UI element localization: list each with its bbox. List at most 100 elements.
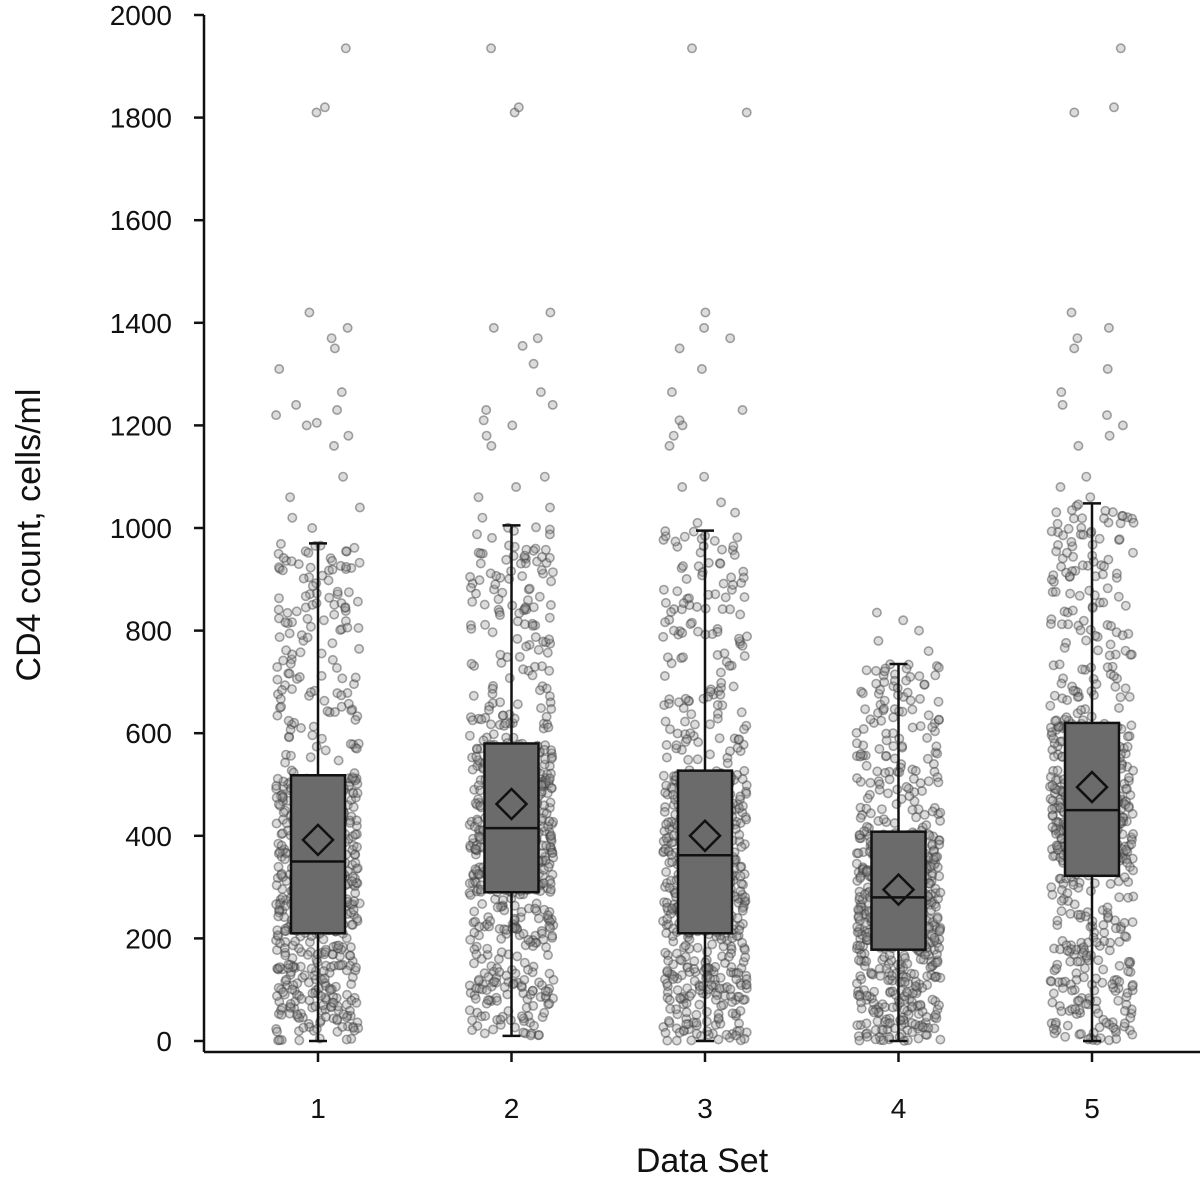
data-point xyxy=(347,772,358,783)
data-point xyxy=(1110,681,1121,692)
data-point xyxy=(544,773,555,784)
data-point xyxy=(345,942,356,953)
data-point xyxy=(1117,420,1128,431)
data-point xyxy=(483,912,494,923)
data-point xyxy=(865,777,876,788)
data-point xyxy=(333,940,344,951)
data-point xyxy=(540,992,551,1003)
data-point xyxy=(271,990,282,1001)
data-point xyxy=(467,764,478,775)
data-point xyxy=(699,322,710,333)
data-point xyxy=(332,1026,343,1037)
data-point xyxy=(681,1019,692,1030)
data-point xyxy=(465,582,476,593)
data-point xyxy=(715,558,726,569)
data-point xyxy=(273,861,284,872)
data-point xyxy=(1078,947,1089,958)
data-point xyxy=(672,985,683,996)
data-point xyxy=(286,684,297,695)
data-point xyxy=(464,980,475,991)
data-point xyxy=(294,990,305,1001)
data-point xyxy=(722,758,733,769)
data-point xyxy=(934,871,945,882)
data-point xyxy=(352,778,363,789)
data-point xyxy=(525,1030,536,1041)
data-point xyxy=(305,752,316,763)
data-point xyxy=(539,1007,550,1018)
data-point xyxy=(470,916,481,927)
data-point xyxy=(892,784,903,795)
data-point xyxy=(337,1021,348,1032)
data-point xyxy=(276,684,287,695)
data-point xyxy=(341,1034,352,1045)
data-point xyxy=(465,571,476,582)
data-point xyxy=(721,1029,732,1040)
data-point xyxy=(520,1028,531,1039)
data-point xyxy=(288,961,299,972)
data-point xyxy=(1070,1004,1081,1015)
data-point xyxy=(471,949,482,960)
data-point xyxy=(481,404,492,415)
data-point xyxy=(291,989,302,1000)
data-point xyxy=(351,997,362,1008)
data-point xyxy=(287,649,298,660)
data-point xyxy=(527,670,538,681)
data-point xyxy=(347,919,358,930)
data-point xyxy=(1052,915,1063,926)
data-point xyxy=(341,546,352,557)
data-point xyxy=(1124,691,1135,702)
data-point xyxy=(530,903,541,914)
data-point xyxy=(276,829,287,840)
data-point xyxy=(320,745,331,756)
data-point xyxy=(332,943,343,954)
data-point xyxy=(1073,909,1084,920)
data-point xyxy=(280,805,291,816)
data-point xyxy=(518,988,529,999)
data-point xyxy=(277,789,288,800)
data-point xyxy=(345,960,356,971)
data-point xyxy=(274,363,285,374)
data-point xyxy=(278,776,289,787)
data-point xyxy=(1108,1022,1119,1033)
data-point xyxy=(679,716,690,727)
data-point xyxy=(718,578,729,589)
data-point xyxy=(716,497,727,508)
data-point xyxy=(346,995,357,1006)
data-point xyxy=(1123,956,1134,967)
data-point xyxy=(1077,560,1088,571)
data-point xyxy=(535,703,546,714)
data-point xyxy=(296,630,307,641)
data-point xyxy=(518,928,529,939)
data-point xyxy=(486,996,497,1007)
data-point xyxy=(277,905,288,916)
data-point xyxy=(1123,802,1134,813)
data-point xyxy=(1091,679,1102,690)
data-point xyxy=(683,754,694,765)
data-point xyxy=(335,624,346,635)
data-point xyxy=(327,997,338,1008)
data-point xyxy=(286,617,297,628)
data-point xyxy=(542,910,553,921)
data-point xyxy=(859,826,870,837)
data-point xyxy=(320,944,331,955)
data-point xyxy=(527,620,538,631)
data-point xyxy=(543,999,554,1010)
data-point xyxy=(345,817,356,828)
data-point xyxy=(340,564,351,575)
data-point xyxy=(350,962,361,973)
data-point xyxy=(547,567,558,578)
data-point xyxy=(928,758,939,769)
data-point xyxy=(715,689,726,700)
data-point xyxy=(694,999,705,1010)
data-point xyxy=(471,751,482,762)
data-point xyxy=(274,996,285,1007)
data-point xyxy=(681,573,692,584)
data-point xyxy=(469,906,480,917)
data-point xyxy=(1047,822,1058,833)
data-point xyxy=(730,507,741,518)
data-point xyxy=(272,689,283,700)
data-point xyxy=(541,808,552,819)
data-point xyxy=(284,732,295,743)
data-point xyxy=(544,998,555,1009)
data-point xyxy=(346,979,357,990)
